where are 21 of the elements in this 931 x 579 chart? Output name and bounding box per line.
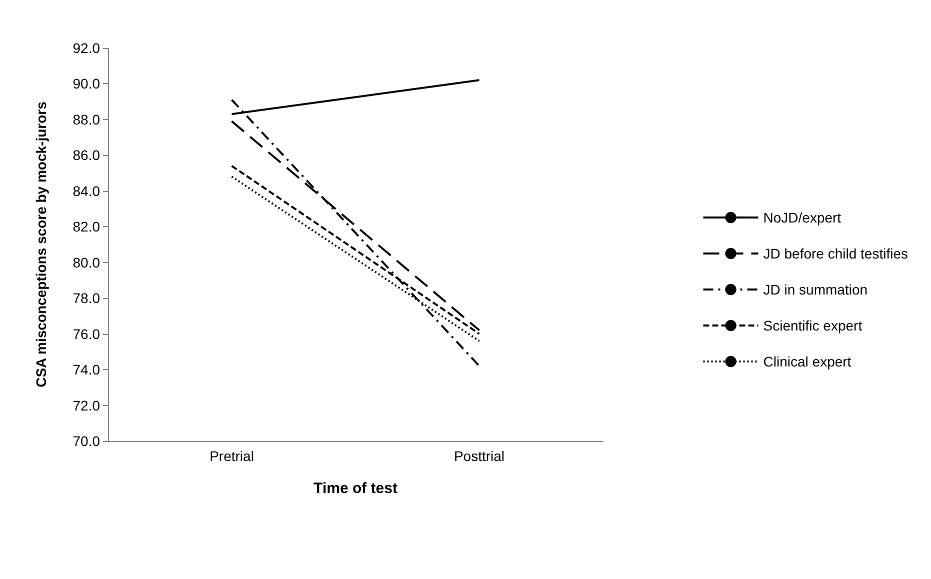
legend-label: Scientific expert xyxy=(763,318,862,334)
y-tick-label: 80.0 xyxy=(72,254,100,270)
x-tick-label: Posttrial xyxy=(454,448,505,464)
y-tick-label: 88.0 xyxy=(72,111,100,128)
x-tick-label: Pretrial xyxy=(210,448,254,464)
legend-label: Clinical expert xyxy=(763,354,852,370)
y-tick-label: 72.0 xyxy=(72,397,100,414)
y-tick-label: 76.0 xyxy=(72,326,100,342)
legend-label: JD in summation xyxy=(763,282,868,298)
x-axis-title: Time of test xyxy=(314,480,398,497)
y-axis-title: CSA misconceptions score by mock-jurors xyxy=(33,101,49,388)
y-tick-label: 70.0 xyxy=(72,433,100,449)
y-tick-label: 82.0 xyxy=(72,218,100,235)
y-tick-label: 78.0 xyxy=(72,290,100,306)
legend-label: JD before child testifies xyxy=(763,246,908,262)
y-tick-label: 90.0 xyxy=(72,76,100,92)
y-tick-label: 86.0 xyxy=(72,147,100,164)
y-tick-label: 92.0 xyxy=(72,40,100,56)
y-tick-label: 84.0 xyxy=(72,182,100,199)
y-tick-label: 74.0 xyxy=(72,362,100,378)
legend-label: NoJD/expert xyxy=(763,210,842,226)
